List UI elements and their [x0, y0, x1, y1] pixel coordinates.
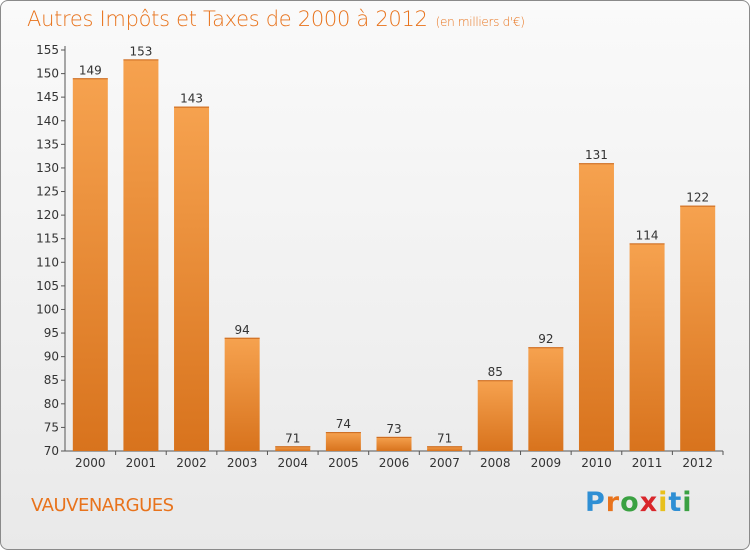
x-tick-label: 2006 — [379, 456, 410, 470]
data-label-2011: 114 — [636, 228, 659, 242]
y-tick-label: 95 — [44, 326, 59, 340]
x-tick-label: 2000 — [75, 456, 106, 470]
x-tick-label: 2011 — [632, 456, 663, 470]
bar-2012 — [680, 205, 716, 451]
y-tick-label: 155 — [36, 43, 59, 57]
data-label-2008: 85 — [488, 365, 503, 379]
x-tick-label: 2007 — [429, 456, 460, 470]
y-tick-label: 125 — [36, 185, 59, 199]
data-label-2002: 143 — [180, 92, 203, 106]
x-tick-label: 2001 — [126, 456, 157, 470]
y-tick-label: 120 — [36, 208, 59, 222]
data-label-2010: 131 — [585, 148, 608, 162]
x-tick-label: 2010 — [581, 456, 612, 470]
x-tick-label: 2012 — [682, 456, 713, 470]
y-tick-label: 80 — [44, 397, 59, 411]
y-tick-label: 140 — [36, 114, 59, 128]
data-label-2000: 149 — [79, 63, 102, 77]
bar-2009 — [528, 347, 564, 451]
bars — [72, 59, 716, 452]
x-axis: 2000 2001 2002 2003 2004 2005 2006 2007 2008 2009… — [65, 450, 724, 470]
y-tick-label: 75 — [44, 420, 59, 434]
x-tick-label: 2005 — [328, 456, 359, 470]
y-axis: 70 75 80 85 90 95 100 105 110 115 120 125 130 135 140 1… — [36, 43, 66, 458]
y-tick-label: 70 — [44, 444, 59, 458]
y-tick-label: 105 — [36, 279, 59, 293]
bar-2000 — [72, 78, 108, 452]
y-tick-label: 135 — [36, 137, 59, 151]
chart-subtitle: (en milliers d'€) — [435, 15, 525, 29]
data-labels: 149 153 143 94 71 74 73 71 85 92 131 114 122 — [79, 44, 709, 445]
data-label-2003: 94 — [235, 323, 250, 337]
x-tick-label: 2009 — [531, 456, 562, 470]
bar-2005 — [325, 432, 361, 451]
data-label-2005: 74 — [336, 417, 351, 431]
y-tick-label: 150 — [36, 67, 59, 81]
bar-2006 — [376, 436, 412, 451]
bar-2011 — [629, 243, 665, 451]
x-tick-label: 2004 — [277, 456, 308, 470]
data-label-2007: 71 — [437, 431, 452, 445]
data-label-2006: 73 — [386, 422, 401, 436]
y-tick-label: 110 — [36, 255, 59, 269]
bar-2007 — [427, 446, 463, 451]
y-tick-label: 90 — [44, 350, 59, 364]
y-tick-label: 145 — [36, 90, 59, 104]
bar-2001 — [123, 59, 159, 451]
x-tick-label: 2003 — [227, 456, 258, 470]
bar-2002 — [174, 106, 210, 452]
y-tick-label: 100 — [36, 302, 59, 316]
bar-2004 — [275, 446, 311, 451]
y-tick-label: 130 — [36, 161, 59, 175]
y-tick-label: 115 — [36, 232, 59, 246]
bar-2008 — [477, 380, 513, 451]
data-label-2004: 71 — [285, 431, 300, 445]
x-tick-label: 2008 — [480, 456, 511, 470]
chart-title-text: Autres Impôts et Taxes de 2000 à 2012 — [27, 7, 428, 31]
y-tick-label: 85 — [44, 373, 59, 387]
data-label-2012: 122 — [686, 191, 709, 205]
chart-title: Autres Impôts et Taxes de 2000 à 2012 (en… — [27, 7, 525, 31]
commune-name: VAUVENARGUES — [31, 495, 174, 516]
data-label-2009: 92 — [538, 332, 553, 346]
data-label-2001: 153 — [129, 44, 152, 58]
x-tick-label: 2002 — [176, 456, 207, 470]
proxiti-logo[interactable]: Proxiti — [585, 487, 693, 518]
bar-2010 — [578, 163, 614, 452]
bar-2003 — [224, 337, 260, 451]
